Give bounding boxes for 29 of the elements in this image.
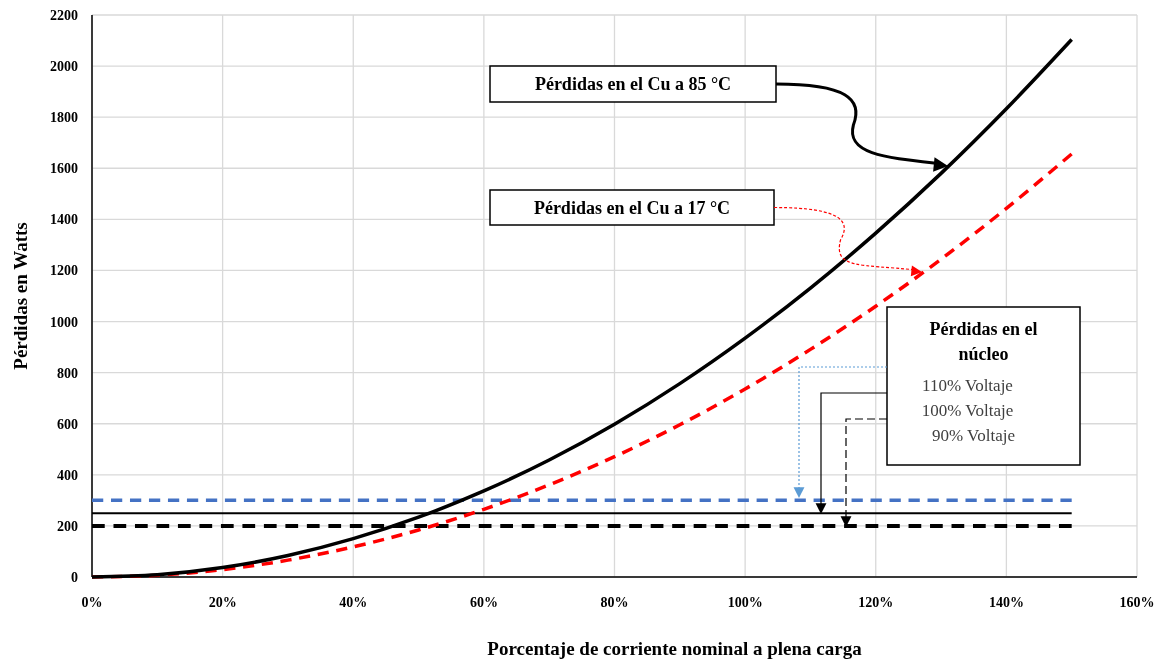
y-tick-label: 1800 bbox=[50, 110, 78, 126]
annotation: 110% Voltaje bbox=[922, 376, 1013, 395]
y-tick-label: 2200 bbox=[50, 8, 78, 23]
x-tick-label: 120% bbox=[858, 595, 894, 610]
x-tick-label: 0% bbox=[81, 595, 103, 610]
y-tick-label: 600 bbox=[57, 416, 78, 432]
x-tick-label: 100% bbox=[727, 595, 763, 610]
x-tick-label: 60% bbox=[469, 595, 498, 610]
annotation: Pérdidas en el Cu a 17 °C bbox=[533, 197, 731, 218]
y-tick-label: 2000 bbox=[50, 59, 78, 75]
y-tick-label: 1400 bbox=[50, 212, 78, 228]
y-tick-label: 1600 bbox=[50, 161, 78, 177]
annotation: Pérdidas en el Cu a 85 °C bbox=[534, 74, 732, 94]
x-tick-label: 80% bbox=[600, 595, 629, 610]
y-tick-label: 800 bbox=[57, 365, 78, 381]
annotation: 90% Voltaje bbox=[932, 426, 1015, 445]
y-tick-label: 1200 bbox=[50, 263, 78, 279]
x-tick-label: 160% bbox=[1119, 595, 1155, 610]
annotation: Pérdidas en el núcleo bbox=[929, 319, 1038, 364]
y-tick-label: 400 bbox=[57, 467, 78, 483]
y-axis-title: Pérdidas en Watts bbox=[10, 222, 31, 370]
y-tick-label: 1000 bbox=[50, 314, 78, 330]
x-axis-title: Porcentaje de corriente nominal a plena carga bbox=[487, 638, 863, 659]
annotation: 100% Voltaje bbox=[921, 401, 1014, 420]
x-tick-label: 140% bbox=[988, 595, 1024, 610]
y-tick-label: 0 bbox=[71, 570, 78, 585]
x-tick-label: 40% bbox=[339, 595, 368, 610]
y-tick-label: 200 bbox=[57, 518, 78, 534]
x-tick-label: 20% bbox=[208, 595, 237, 610]
